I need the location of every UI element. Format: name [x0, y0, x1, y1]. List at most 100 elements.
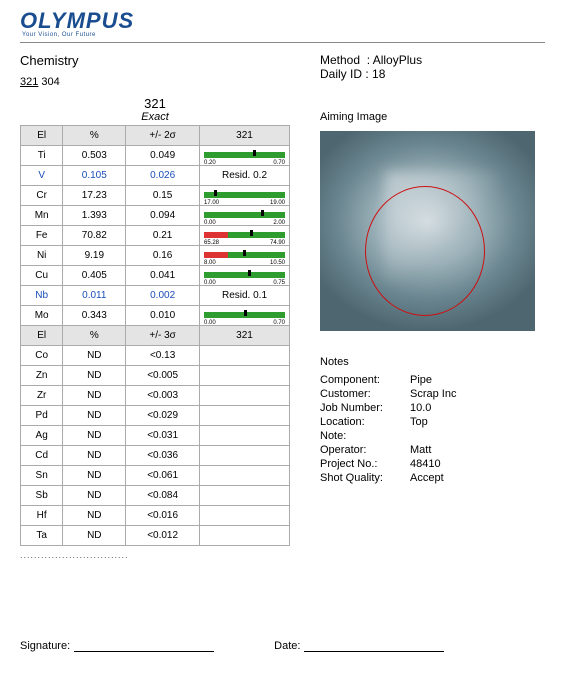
notes-row: Component:Pipe	[320, 374, 545, 386]
range-bar-cell: 0.00 2.00	[200, 206, 290, 226]
notes-title: Notes	[320, 356, 545, 368]
chemistry-title: Chemistry	[20, 53, 290, 68]
percent-cell: ND	[63, 506, 126, 526]
range-bar: 0.20 0.70	[204, 150, 285, 162]
sigma-cell: 0.16	[126, 246, 200, 266]
daily-id-value: 18	[372, 67, 385, 81]
brand-name: OLYMPUS	[20, 10, 545, 32]
sigma-cell: 0.094	[126, 206, 200, 226]
element-cell: Ni	[21, 246, 63, 266]
percent-cell: 0.503	[63, 146, 126, 166]
range-bar-cell: 0.00 0.70	[200, 306, 290, 326]
percent-cell: ND	[63, 386, 126, 406]
notes-key: Location:	[320, 416, 410, 428]
signature-label: Signature:	[20, 640, 70, 652]
table-row: AgND<0.031	[21, 426, 290, 446]
percent-cell: ND	[63, 466, 126, 486]
empty-cell	[200, 466, 290, 486]
range-bar-cell: 65.28 74.90	[200, 226, 290, 246]
date-line	[304, 651, 444, 652]
table-row: Nb0.0110.002Resid. 0.1	[21, 286, 290, 306]
empty-cell	[200, 346, 290, 366]
aiming-image	[320, 131, 535, 331]
range-bar: 0.00 0.75	[204, 270, 285, 282]
percent-cell: ND	[63, 526, 126, 546]
range-bar: 8.00 10.50	[204, 250, 285, 262]
table-row: ZrND<0.003	[21, 386, 290, 406]
residual-cell: Resid. 0.2	[200, 166, 290, 186]
range-bar-cell: 8.00 10.50	[200, 246, 290, 266]
element-cell: Cu	[21, 266, 63, 286]
table-row: CoND<0.13	[21, 346, 290, 366]
notes-row: Job Number:10.0	[320, 402, 545, 414]
range-bar-cell: 0.00 0.75	[200, 266, 290, 286]
element-cell: Mo	[21, 306, 63, 326]
notes-value: Accept	[410, 472, 444, 484]
notes-value: 48410	[410, 458, 441, 470]
table-header-a: El%+/- 2σ321	[21, 126, 290, 146]
table-col-header: %	[63, 126, 126, 146]
range-bar: 65.28 74.90	[204, 230, 285, 242]
table-col-header: El	[21, 326, 63, 346]
element-cell: Hf	[21, 506, 63, 526]
range-bar-cell: 17.00 19.00	[200, 186, 290, 206]
sigma-cell: 0.026	[126, 166, 200, 186]
daily-id-row: Daily ID : 18	[320, 67, 545, 81]
notes-value: Matt	[410, 444, 431, 456]
aiming-target-ellipse	[365, 186, 485, 316]
notes-row: Location:Top	[320, 416, 545, 428]
element-cell: Fe	[21, 226, 63, 246]
element-cell: Ag	[21, 426, 63, 446]
residual-cell: Resid. 0.1	[200, 286, 290, 306]
element-cell: Mn	[21, 206, 63, 226]
sigma-cell: 0.21	[126, 226, 200, 246]
notes-key: Job Number:	[320, 402, 410, 414]
range-bar: 0.00 2.00	[204, 210, 285, 222]
alloy-name: 321	[20, 96, 290, 111]
content-row: Chemistry 321 304 321 Exact El%+/- 2σ321…	[20, 53, 545, 560]
notes-row: Note:	[320, 430, 545, 442]
daily-id-label: Daily ID	[320, 67, 362, 81]
notes-key: Customer:	[320, 388, 410, 400]
table-row: Cu0.4050.041 0.00 0.75	[21, 266, 290, 286]
table-row: V0.1050.026Resid. 0.2	[21, 166, 290, 186]
table-footer-dots: ...............................	[20, 550, 290, 560]
empty-cell	[200, 446, 290, 466]
sigma-cell: <0.031	[126, 426, 200, 446]
sigma-cell: 0.049	[126, 146, 200, 166]
percent-cell: ND	[63, 426, 126, 446]
empty-cell	[200, 366, 290, 386]
table-row: Ti0.5030.049 0.20 0.70	[21, 146, 290, 166]
notes-value: 10.0	[410, 402, 431, 414]
brand-logo: OLYMPUS Your Vision, Our Future	[20, 10, 545, 38]
percent-cell: ND	[63, 446, 126, 466]
table-row: Mn1.3930.094 0.00 2.00	[21, 206, 290, 226]
left-column: Chemistry 321 304 321 Exact El%+/- 2σ321…	[20, 53, 290, 560]
notes-key: Shot Quality:	[320, 472, 410, 484]
date-label: Date:	[274, 640, 300, 652]
table-col-header: 321	[200, 126, 290, 146]
notes-key: Component:	[320, 374, 410, 386]
sigma-cell: 0.15	[126, 186, 200, 206]
sigma-cell: <0.005	[126, 366, 200, 386]
range-bar-cell: 0.20 0.70	[200, 146, 290, 166]
empty-cell	[200, 406, 290, 426]
table-row: Fe70.820.21 65.28 74.90	[21, 226, 290, 246]
sigma-cell: 0.002	[126, 286, 200, 306]
element-cell: Sn	[21, 466, 63, 486]
notes-key: Project No.:	[320, 458, 410, 470]
sigma-cell: <0.016	[126, 506, 200, 526]
table-row: Cr17.230.15 17.00 19.00	[21, 186, 290, 206]
method-label: Method	[320, 53, 360, 67]
notes-value: Scrap Inc	[410, 388, 456, 400]
element-cell: V	[21, 166, 63, 186]
element-cell: Nb	[21, 286, 63, 306]
percent-cell: 70.82	[63, 226, 126, 246]
alloy-subtitle: Exact	[20, 111, 290, 123]
chemistry-table: El%+/- 2σ321 Ti0.5030.049 0.20 0.70 V0.1…	[20, 125, 290, 546]
range-bar: 17.00 19.00	[204, 190, 285, 202]
table-col-header: +/- 2σ	[126, 126, 200, 146]
notes-value: Pipe	[410, 374, 432, 386]
notes-row: Customer:Scrap Inc	[320, 388, 545, 400]
empty-cell	[200, 386, 290, 406]
